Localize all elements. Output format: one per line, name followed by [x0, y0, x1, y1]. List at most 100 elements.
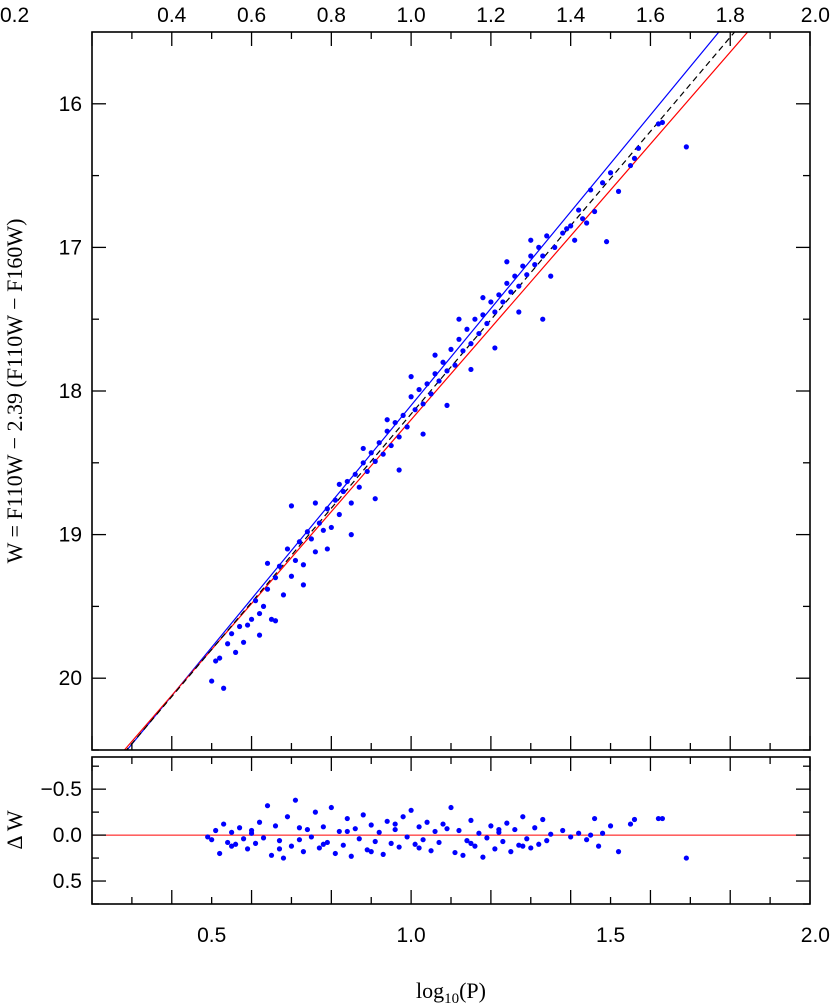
residual-point	[548, 831, 554, 837]
data-point	[276, 563, 283, 569]
data-point	[627, 162, 634, 169]
residual-point	[324, 839, 330, 846]
residual-point	[416, 845, 422, 851]
residual-point	[468, 817, 474, 823]
data-point	[424, 381, 430, 387]
residual-point	[296, 837, 303, 843]
data-point	[256, 610, 263, 617]
data-point	[404, 424, 410, 430]
residual-axis-ticks	[91, 757, 811, 905]
residual-point	[320, 841, 326, 847]
top-tick-label: 1.6	[636, 4, 665, 27]
residual-point	[444, 826, 450, 832]
bottom-tick-label: 1.0	[397, 924, 426, 947]
residual-point	[532, 825, 538, 831]
residual-point	[408, 807, 414, 813]
bottom-tick-label: 1.5	[596, 924, 625, 947]
residual-point	[276, 838, 283, 844]
data-point	[320, 527, 326, 533]
residual-point	[380, 851, 386, 857]
residual-point	[520, 814, 526, 820]
data-point	[384, 417, 390, 423]
data-point	[412, 407, 418, 413]
data-point	[528, 237, 534, 243]
residual-point	[328, 804, 334, 811]
data-point	[244, 622, 251, 628]
residual-y-tick-labels: −0.5 0.0 0.5	[41, 778, 82, 893]
data-point	[316, 520, 322, 526]
residual-point	[492, 846, 498, 852]
data-point	[500, 299, 506, 305]
residual-point	[336, 828, 342, 835]
residual-point	[627, 821, 634, 827]
data-point	[272, 575, 279, 581]
data-point	[659, 119, 666, 126]
data-point	[336, 481, 342, 487]
residual-point	[248, 827, 255, 834]
x-axis-title-subscript: 10	[444, 991, 459, 1006]
data-point	[448, 346, 454, 352]
data-point	[288, 503, 295, 509]
data-point	[384, 428, 390, 434]
residual-point	[368, 822, 374, 828]
residual-point	[344, 828, 350, 835]
data-point	[209, 678, 215, 684]
residual-point	[568, 834, 574, 840]
residual-point	[516, 842, 522, 848]
main-plot-frame	[91, 31, 811, 751]
data-point	[336, 511, 342, 518]
residual-point	[252, 840, 259, 846]
data-point	[492, 309, 498, 315]
x-axis-title: log10(P)	[416, 978, 486, 1006]
residual-point	[472, 843, 478, 849]
data-point	[544, 233, 550, 239]
residual-point	[213, 827, 219, 834]
residual-point	[440, 821, 446, 827]
top-tick-label: 0.8	[317, 4, 346, 27]
data-point	[512, 273, 518, 279]
residual-point	[508, 849, 514, 855]
data-point	[480, 295, 486, 301]
residual-point	[396, 844, 402, 850]
data-point	[444, 368, 450, 374]
residual-point	[225, 839, 231, 846]
residual-point	[524, 836, 530, 842]
data-point	[380, 451, 386, 457]
residual-point	[292, 797, 299, 803]
data-point	[568, 223, 574, 229]
data-point	[252, 598, 259, 604]
residual-point	[576, 830, 582, 836]
data-point	[552, 244, 558, 250]
residual-point	[560, 827, 566, 834]
residual-point	[456, 827, 462, 834]
data-point	[368, 450, 374, 456]
data-point	[572, 237, 578, 243]
residual-point	[229, 829, 235, 835]
residual-point	[300, 849, 307, 855]
residual-point	[376, 829, 382, 835]
data-point	[504, 280, 510, 286]
residual-point	[356, 836, 362, 842]
residual-point	[256, 819, 263, 825]
residual-point	[205, 834, 211, 840]
data-point	[635, 145, 642, 151]
residual-point	[520, 843, 526, 849]
data-point	[580, 216, 586, 222]
residual-point	[436, 839, 442, 846]
top-tick-label: 0.4	[157, 4, 187, 27]
y-axis-tick-labels: 16 17 18 19 20	[59, 93, 82, 690]
x-axis-title-base: log	[416, 978, 444, 1003]
data-point	[456, 316, 462, 322]
residual-y-tick-label: 0.5	[53, 870, 82, 893]
residual-point	[236, 825, 243, 831]
data-point	[312, 549, 318, 555]
residual-point	[276, 846, 283, 852]
data-point	[599, 180, 606, 186]
y-tick-label: 16	[59, 93, 82, 116]
data-point	[372, 496, 378, 502]
residual-point	[264, 803, 271, 809]
residual-y-axis-title: Δ W	[2, 810, 27, 849]
residual-point	[400, 814, 406, 820]
residual-point	[412, 841, 418, 847]
residual-point	[448, 804, 454, 811]
